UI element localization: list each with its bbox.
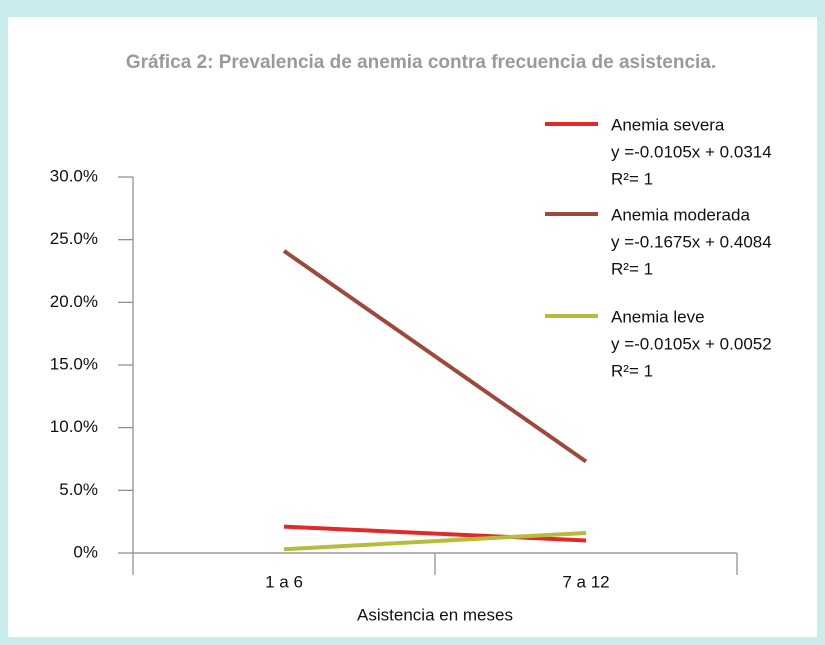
y-tick-label: 20.0% [50,292,98,311]
legend-r2: R²= 1 [611,169,653,188]
y-tick-label: 15.0% [50,354,98,373]
legend-label: Anemia leve [611,307,705,326]
series-line [282,249,588,464]
series-line [283,524,587,543]
series-line [283,530,587,552]
chart-title: Gráfica 2: Prevalencia de anemia contra … [126,52,716,73]
legend-label: Anemia severa [611,115,725,134]
y-tick-label: 25.0% [50,229,98,248]
legend-equation: y =-0.0105x + 0.0052 [611,334,772,353]
y-tick-label: 30.0% [50,166,98,185]
x-tick-label: 7 a 12 [562,572,609,591]
legend-label: Anemia moderada [611,205,750,224]
legend-equation: y =-0.0105x + 0.0314 [611,142,772,161]
y-tick-label: 10.0% [50,417,98,436]
x-tick-label: 1 a 6 [265,572,303,591]
legend-equation: y =-0.1675x + 0.4084 [611,232,772,251]
x-axis-label: Asistencia en meses [357,605,513,624]
legend-r2: R²= 1 [611,361,653,380]
y-tick-label: 0% [73,542,98,561]
y-tick-label: 5.0% [59,480,98,499]
legend-r2: R²= 1 [611,259,653,278]
